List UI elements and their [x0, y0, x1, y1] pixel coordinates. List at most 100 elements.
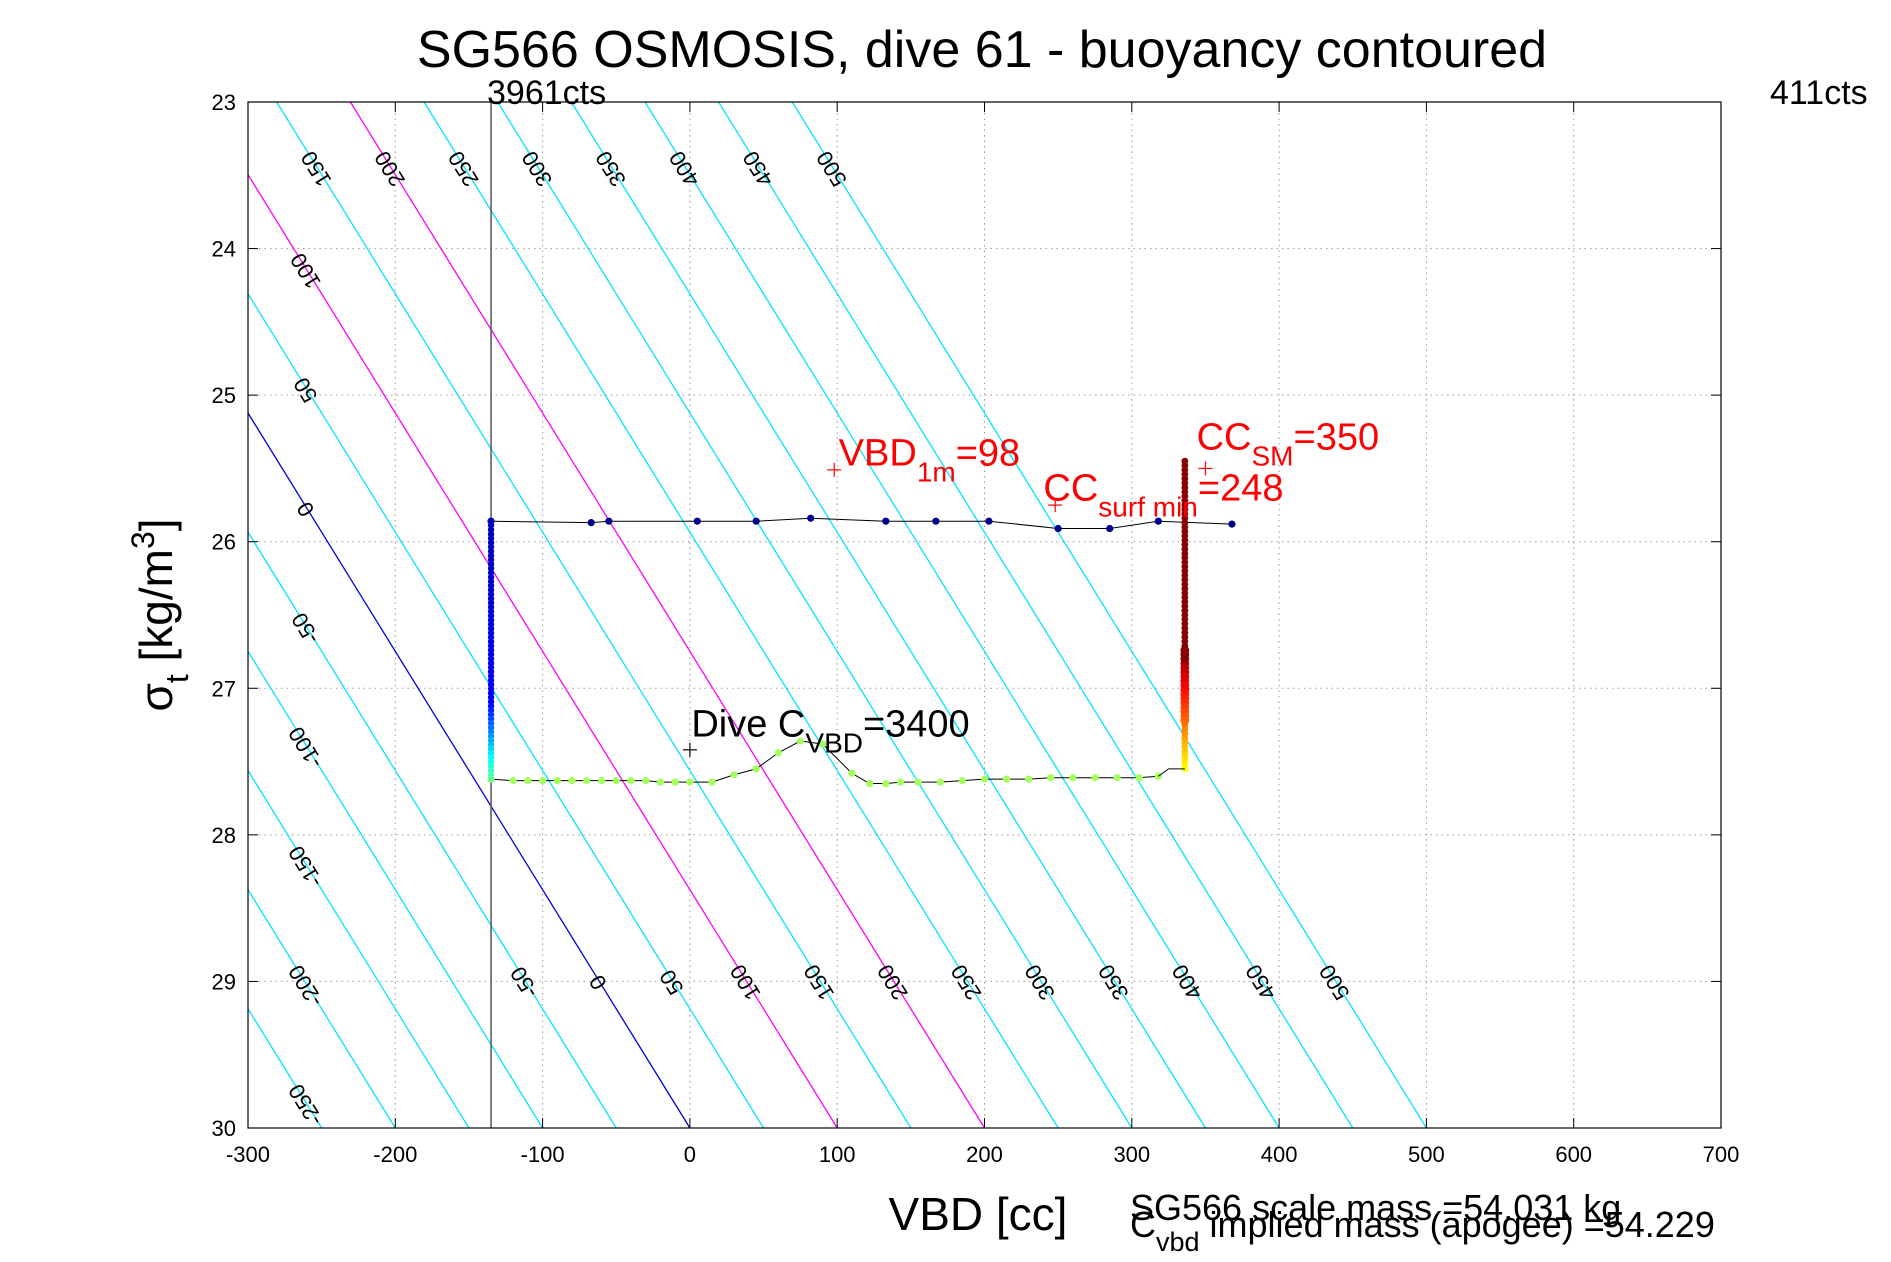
contour-lines [0, 102, 1427, 1128]
contour-line [248, 173, 838, 1128]
data-point [818, 740, 827, 748]
data-point [752, 517, 760, 525]
data-point [671, 778, 679, 786]
data-point [553, 777, 561, 785]
data-point [730, 771, 738, 779]
data-point [985, 517, 993, 525]
footer-implied-mass: Cvbd implied mass (apogee) =54.229 [1130, 1204, 1715, 1257]
footer-implied-sub: vbd [1156, 1227, 1200, 1257]
contour-line [248, 411, 691, 1128]
contour-line [248, 650, 544, 1128]
y-axis-label-sup: 3 [125, 531, 161, 549]
y-tick-label: 25 [212, 383, 236, 408]
x-tick-label: 400 [1261, 1142, 1298, 1167]
contour-line [718, 102, 1354, 1128]
data-point [539, 777, 547, 785]
data-point [1228, 520, 1236, 528]
x-tick-label: -100 [521, 1142, 565, 1167]
marker-label-tail: =3400 [863, 704, 970, 746]
data-point [642, 777, 650, 785]
y-tick-label: 29 [212, 969, 236, 994]
marker-label-main: CC [1043, 468, 1098, 510]
x-tick-label: 200 [966, 1142, 1003, 1167]
contour-line [248, 888, 396, 1128]
data-point [958, 777, 967, 785]
data-point [882, 517, 890, 525]
contour-line [248, 769, 470, 1128]
data-point [882, 779, 890, 788]
track-line [1158, 768, 1185, 777]
marker-label-tail: =248 [1198, 468, 1284, 510]
data-point [583, 777, 591, 785]
x-tick-label: 300 [1113, 1142, 1150, 1167]
contour-line [248, 292, 765, 1128]
y-axis-label-close: ] [130, 518, 182, 531]
data-point [612, 777, 620, 785]
marker-label-sub: surf min [1098, 492, 1198, 523]
data-point [932, 517, 940, 525]
y-tick-label: 23 [212, 90, 236, 115]
top-label-left: 3961cts [487, 74, 606, 112]
data-point [1025, 775, 1033, 783]
data-point [796, 737, 804, 745]
x-tick-label: 600 [1555, 1142, 1592, 1167]
x-axis: -300 -200 -100 0 100 200 300 400 500 600 700 [226, 102, 1739, 1167]
y-tick-label: 27 [212, 676, 236, 701]
data-point [1113, 774, 1121, 782]
footer-implied-tail: implied mass (apogee) =54.229 [1200, 1204, 1715, 1245]
marker-label-sub: 1m [917, 456, 956, 487]
marker-label-main: VBD [839, 432, 917, 474]
contour-line [0, 102, 27, 1128]
footer-implied-main: C [1130, 1204, 1156, 1245]
marker-label-tail: =350 [1294, 416, 1380, 458]
ascent-point [1181, 457, 1189, 465]
marker-label-tail: =98 [956, 432, 1020, 474]
data-point [568, 777, 576, 785]
x-tick-label: -200 [373, 1142, 417, 1167]
marker-label: CCSM=350 [1197, 416, 1379, 471]
contour-line [248, 530, 617, 1128]
marker-label: VBD1m=98 [839, 432, 1021, 487]
y-axis-label: σt [kg/m3] [125, 518, 195, 711]
data-point [656, 778, 665, 786]
marker-label-main: CC [1197, 416, 1252, 458]
x-tick-label: 500 [1408, 1142, 1445, 1167]
data-point [708, 778, 716, 786]
data-point [605, 517, 613, 525]
contour-line [497, 102, 1133, 1128]
data-point [848, 769, 856, 777]
data-point [1154, 772, 1162, 780]
y-tick-label: 30 [212, 1116, 236, 1141]
dive-track [487, 457, 1236, 788]
marker-label: CCsurf min=248 [1043, 468, 1283, 523]
y-tick-label: 24 [212, 237, 236, 262]
marker-label-main: Dive C [691, 704, 805, 746]
data-point [1106, 524, 1114, 533]
contour-line [349, 102, 986, 1128]
data-point [597, 777, 606, 785]
y-tick-label: 28 [212, 823, 236, 848]
data-point [1047, 774, 1055, 782]
contour-line [423, 102, 1059, 1128]
data-point [1069, 774, 1077, 782]
top-label-right: 411cts [1770, 74, 1868, 112]
y-axis-label-sub: t [159, 674, 195, 683]
y-axis-label-main: σ [130, 683, 182, 711]
data-point [1135, 774, 1143, 782]
contour-line [0, 102, 101, 1128]
data-point [866, 779, 874, 788]
x-tick-label: 700 [1703, 1142, 1740, 1167]
data-point [774, 749, 782, 757]
data-point [587, 519, 595, 527]
x-tick-label: -300 [226, 1142, 270, 1167]
data-point [509, 777, 517, 785]
data-point [807, 514, 815, 522]
data-point [1154, 517, 1162, 525]
data-point [524, 777, 532, 785]
contour-line [644, 102, 1280, 1128]
marker-label-sub: VBD [805, 728, 863, 759]
data-point [980, 775, 989, 783]
contour-line [570, 102, 1207, 1128]
